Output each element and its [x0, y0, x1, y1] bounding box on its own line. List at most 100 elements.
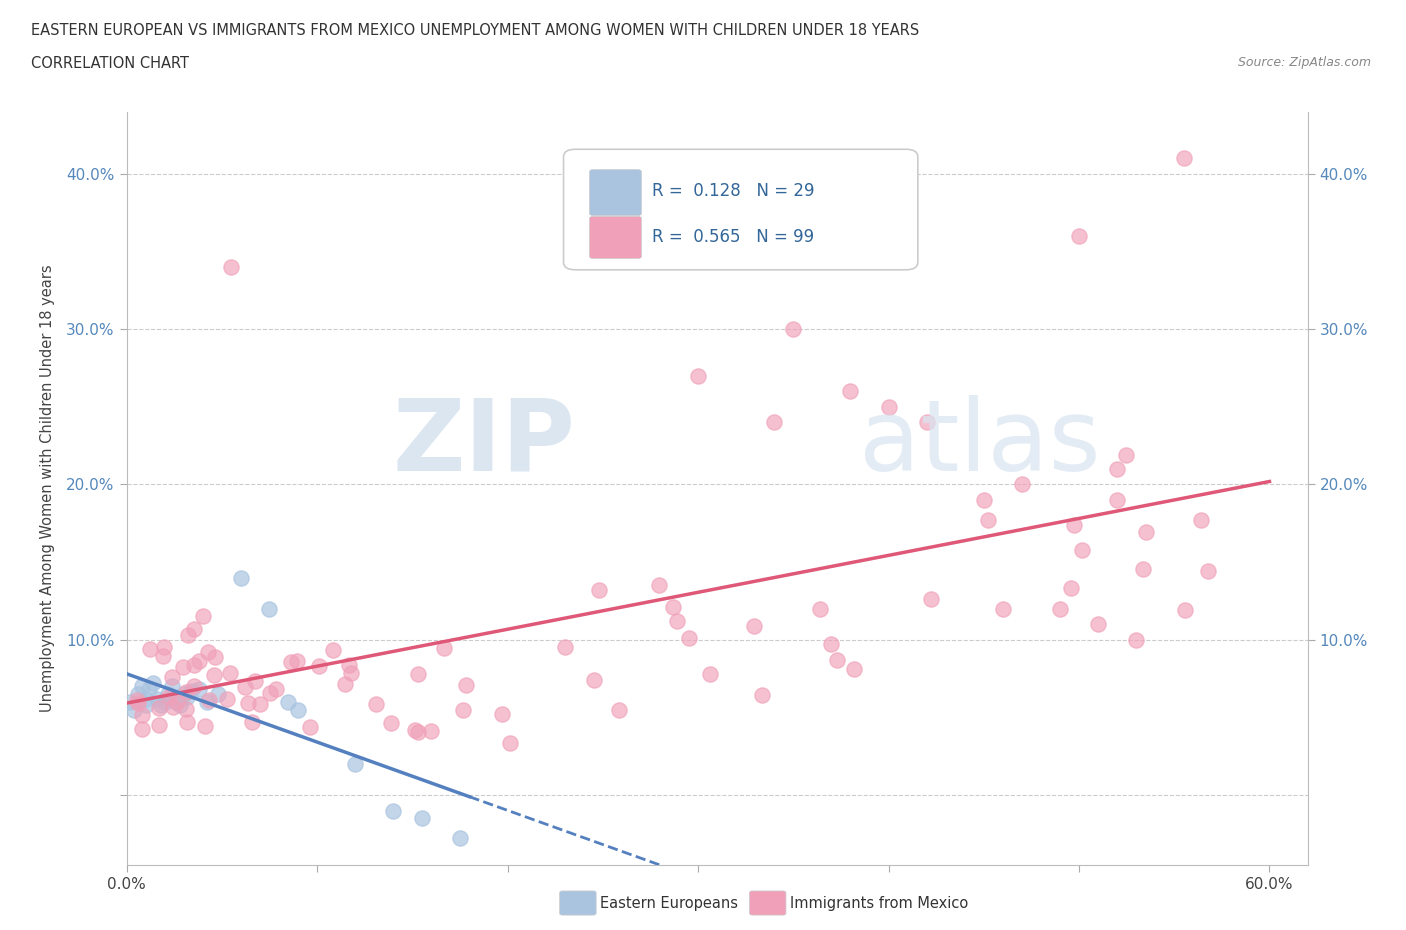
Point [264, 682, 287, 697]
Point [176, 714, 198, 729]
Point [742, 618, 765, 633]
Point [763, 415, 786, 430]
Point [197, 645, 219, 660]
Text: atlas: atlas [859, 394, 1101, 492]
Point [157, 686, 180, 701]
Point [915, 415, 938, 430]
Point [149, 698, 172, 712]
Point [131, 679, 153, 694]
Point [404, 723, 426, 737]
Point [153, 640, 176, 655]
Point [782, 322, 804, 337]
Point [176, 701, 198, 716]
Point [454, 678, 477, 693]
Text: ZIP: ZIP [392, 394, 575, 492]
Point [153, 695, 176, 710]
Point [406, 666, 429, 681]
Point [148, 700, 170, 715]
Point [287, 654, 309, 669]
Point [1115, 447, 1137, 462]
Point [157, 689, 180, 704]
Point [1107, 493, 1129, 508]
Point [139, 642, 162, 657]
Point [152, 648, 174, 663]
Point [183, 678, 205, 693]
Point [666, 614, 689, 629]
Point [1135, 525, 1157, 539]
Point [322, 643, 344, 658]
Point [174, 685, 197, 700]
Point [207, 686, 229, 701]
Point [131, 722, 153, 737]
Point [198, 692, 221, 707]
Point [699, 667, 721, 682]
Point [1063, 518, 1085, 533]
Point [180, 684, 202, 698]
Point [877, 399, 900, 414]
Point [1011, 477, 1033, 492]
Point [204, 649, 226, 664]
Point [340, 666, 363, 681]
Point [299, 720, 322, 735]
Point [1049, 601, 1071, 616]
Point [380, 715, 402, 730]
Point [162, 679, 184, 694]
Point [451, 702, 474, 717]
Point [169, 698, 191, 712]
Point [138, 682, 160, 697]
Point [183, 622, 205, 637]
Point [433, 641, 456, 656]
Point [491, 707, 513, 722]
Point [218, 665, 240, 680]
Point [1197, 564, 1219, 578]
Point [1067, 229, 1090, 244]
Point [977, 512, 1000, 527]
Point [229, 570, 252, 585]
Point [127, 686, 149, 701]
Point [238, 695, 260, 710]
Text: Immigrants from Mexico: Immigrants from Mexico [790, 896, 969, 910]
Point [973, 493, 995, 508]
Point [259, 685, 281, 700]
Point [411, 811, 433, 826]
Point [588, 583, 610, 598]
Point [162, 670, 184, 684]
Text: EASTERN EUROPEAN VS IMMIGRANTS FROM MEXICO UNEMPLOYMENT AMONG WOMEN WITH CHILDRE: EASTERN EUROPEAN VS IMMIGRANTS FROM MEXI… [31, 23, 920, 38]
Point [678, 631, 700, 645]
Point [1107, 462, 1129, 477]
Point [173, 686, 195, 701]
Point [122, 702, 145, 717]
Point [406, 724, 429, 739]
Point [839, 384, 862, 399]
Point [166, 695, 188, 710]
Point [554, 640, 576, 655]
Point [195, 695, 218, 710]
Point [135, 691, 157, 706]
Point [648, 578, 671, 592]
Point [1189, 512, 1212, 527]
Point [259, 601, 281, 616]
Point [820, 637, 842, 652]
Text: Eastern Europeans: Eastern Europeans [600, 896, 738, 910]
Point [221, 259, 243, 274]
Point [607, 702, 630, 717]
Point [499, 735, 522, 750]
Point [366, 697, 388, 711]
Text: R =  0.128   N = 29: R = 0.128 N = 29 [652, 181, 814, 200]
Point [127, 695, 149, 710]
Point [382, 804, 405, 818]
Point [202, 668, 225, 683]
Point [1125, 632, 1147, 647]
Point [165, 695, 187, 710]
Point [1173, 151, 1195, 166]
Point [419, 723, 441, 737]
Point [287, 702, 309, 717]
Point [187, 654, 209, 669]
Point [249, 697, 271, 711]
Point [120, 695, 142, 710]
Point [187, 682, 209, 697]
Point [1059, 580, 1081, 595]
Y-axis label: Unemployment Among Women with Children Under 18 years: Unemployment Among Women with Children U… [41, 264, 55, 712]
Point [808, 602, 831, 617]
Point [191, 609, 214, 624]
